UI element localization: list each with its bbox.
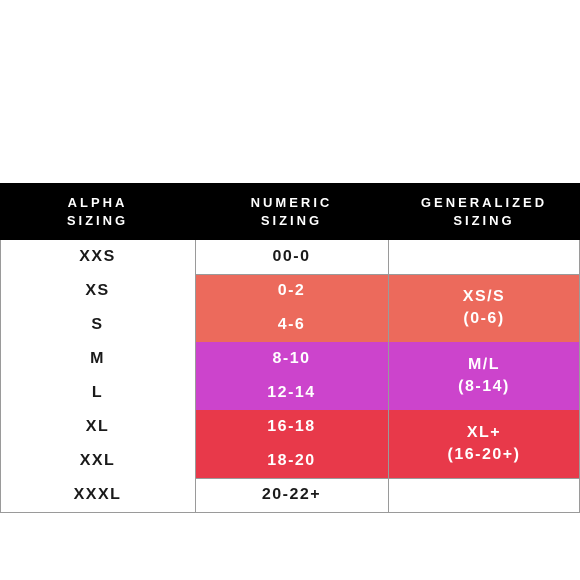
table-bottom	[0, 512, 580, 513]
column-border	[0, 240, 1, 512]
numeric-size: 00-0	[272, 248, 311, 265]
alpha-size: S	[91, 316, 104, 333]
numeric-size: 20-22+	[261, 486, 322, 503]
numeric-size: 12-14	[195, 376, 388, 410]
alpha-size: XXL	[79, 452, 116, 469]
generalized-line: (16-20+)	[447, 446, 521, 463]
generalized-size: XS/S (0-6)	[388, 274, 580, 342]
header-line: SIZING	[453, 212, 515, 228]
numeric-size: 0-2	[195, 274, 388, 308]
column-border	[388, 240, 389, 512]
generalized-size: XL+ (16-20+)	[388, 410, 580, 478]
numeric-size: 16-18	[195, 410, 388, 444]
header-line: SIZING	[260, 212, 323, 228]
alpha-size: M	[90, 350, 105, 367]
generalized-line: (0-6)	[463, 310, 505, 327]
header-line: GENERALIZED	[420, 194, 548, 210]
alpha-size: XXS	[79, 248, 116, 265]
generalized-line: (8-14)	[458, 378, 510, 395]
alpha-size: L	[91, 384, 104, 401]
column-header: ALPHA SIZING	[0, 183, 195, 240]
generalized-size: M/L (8-14)	[388, 342, 580, 410]
alpha-size: XL	[85, 418, 110, 435]
generalized-line: XS/S	[462, 288, 506, 305]
numeric-size: 8-10	[195, 342, 388, 376]
generalized-line: XL+	[466, 424, 502, 441]
alpha-size: XS	[85, 282, 110, 299]
numeric-size: 18-20	[195, 444, 388, 478]
alpha-size: XXXL	[73, 486, 122, 503]
column-header: NUMERIC SIZING	[195, 183, 388, 240]
row-border	[195, 478, 580, 479]
header-line: SIZING	[66, 212, 129, 228]
numeric-size: 4-6	[195, 308, 388, 342]
row-border	[195, 274, 580, 275]
header-line: NUMERIC	[250, 194, 333, 210]
column-header: GENERALIZED SIZING	[388, 183, 580, 240]
column-border	[195, 240, 196, 512]
generalized-line: M/L	[467, 356, 501, 373]
header-line: ALPHA	[67, 194, 128, 210]
